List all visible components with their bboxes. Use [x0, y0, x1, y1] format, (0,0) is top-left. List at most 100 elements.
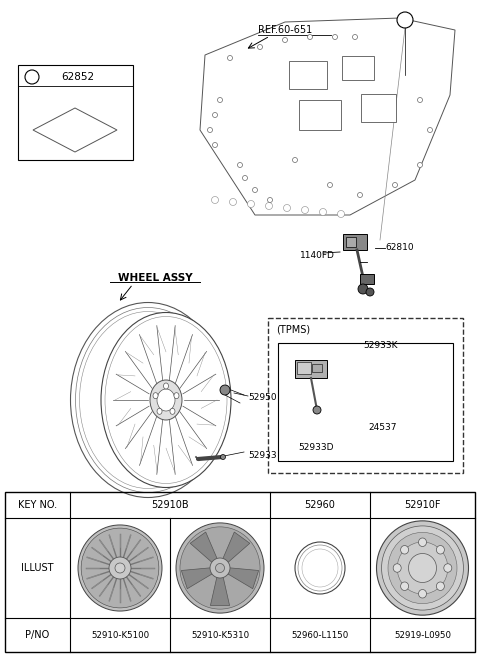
Text: H: H [312, 560, 328, 579]
Circle shape [220, 385, 230, 395]
Polygon shape [225, 568, 259, 589]
Ellipse shape [80, 311, 216, 489]
Polygon shape [33, 108, 117, 152]
Circle shape [352, 35, 358, 39]
Ellipse shape [180, 527, 260, 609]
Bar [299, 100, 341, 130]
Ellipse shape [444, 564, 452, 572]
Ellipse shape [105, 317, 227, 484]
Bar [342, 56, 374, 80]
Circle shape [25, 70, 39, 84]
Bar [312, 364, 322, 372]
Circle shape [284, 204, 290, 212]
Ellipse shape [75, 307, 220, 493]
Ellipse shape [101, 313, 231, 487]
Ellipse shape [78, 525, 162, 611]
Polygon shape [210, 574, 229, 606]
Circle shape [418, 97, 422, 102]
Ellipse shape [81, 528, 159, 608]
Ellipse shape [174, 393, 179, 399]
Text: P/NO: P/NO [25, 630, 49, 640]
Polygon shape [190, 532, 219, 565]
Text: 62852: 62852 [61, 72, 95, 82]
Circle shape [358, 284, 368, 294]
Text: 52910-K5100: 52910-K5100 [91, 631, 149, 639]
Circle shape [397, 12, 413, 28]
Ellipse shape [382, 526, 464, 610]
Text: KEY NO.: KEY NO. [18, 500, 57, 510]
Circle shape [308, 35, 312, 39]
Ellipse shape [298, 545, 342, 591]
Circle shape [337, 210, 345, 217]
Text: 52933: 52933 [248, 451, 276, 459]
Ellipse shape [436, 545, 444, 554]
Text: 52910B: 52910B [151, 500, 189, 510]
Circle shape [212, 196, 218, 204]
Circle shape [320, 208, 326, 215]
Text: 52960: 52960 [305, 500, 336, 510]
Ellipse shape [153, 393, 158, 399]
Ellipse shape [393, 564, 401, 572]
Ellipse shape [401, 582, 408, 591]
Ellipse shape [71, 302, 226, 497]
Text: 1140FD: 1140FD [300, 250, 335, 260]
Ellipse shape [388, 532, 457, 604]
Circle shape [257, 45, 263, 49]
Circle shape [418, 162, 422, 168]
Circle shape [207, 127, 213, 133]
Ellipse shape [115, 563, 125, 573]
Ellipse shape [401, 545, 408, 554]
Text: 52950: 52950 [248, 394, 276, 403]
Bar [268, 318, 463, 473]
Text: a: a [29, 72, 35, 81]
Ellipse shape [216, 564, 225, 572]
Text: 52933K: 52933K [363, 342, 397, 350]
Circle shape [267, 198, 273, 202]
Ellipse shape [157, 389, 175, 411]
Text: 52919-L0950: 52919-L0950 [394, 631, 451, 639]
Circle shape [213, 112, 217, 118]
Ellipse shape [419, 538, 427, 547]
Ellipse shape [176, 523, 264, 613]
Bar [360, 274, 374, 284]
Ellipse shape [436, 582, 444, 591]
Text: 62810: 62810 [385, 244, 414, 252]
Bar [278, 343, 453, 461]
Bar [18, 65, 133, 160]
Text: ILLUST: ILLUST [21, 563, 54, 573]
Circle shape [283, 37, 288, 43]
Ellipse shape [157, 409, 162, 415]
Polygon shape [221, 532, 250, 565]
Text: REF.60-651: REF.60-651 [258, 25, 312, 35]
Circle shape [213, 143, 217, 148]
Circle shape [327, 183, 333, 187]
Circle shape [229, 198, 237, 206]
Ellipse shape [397, 542, 448, 594]
Text: (TPMS): (TPMS) [276, 325, 310, 335]
Circle shape [220, 455, 226, 459]
Polygon shape [200, 18, 455, 215]
Ellipse shape [170, 409, 175, 415]
Circle shape [242, 175, 248, 181]
Circle shape [393, 183, 397, 187]
Ellipse shape [295, 542, 345, 594]
Circle shape [366, 288, 374, 296]
Circle shape [248, 200, 254, 208]
Bar [5, 492, 475, 652]
Text: a: a [402, 16, 408, 24]
Bar [297, 362, 311, 374]
Bar [346, 237, 356, 247]
Circle shape [265, 202, 273, 210]
Text: WHEEL ASSY: WHEEL ASSY [118, 273, 192, 283]
Polygon shape [181, 568, 216, 589]
Circle shape [358, 193, 362, 198]
Circle shape [313, 406, 321, 414]
Ellipse shape [109, 557, 131, 579]
Text: 52933D: 52933D [298, 443, 334, 453]
Bar [295, 360, 327, 378]
Ellipse shape [150, 380, 182, 420]
Circle shape [428, 127, 432, 133]
Ellipse shape [164, 383, 168, 389]
Ellipse shape [376, 521, 468, 615]
Circle shape [238, 162, 242, 168]
